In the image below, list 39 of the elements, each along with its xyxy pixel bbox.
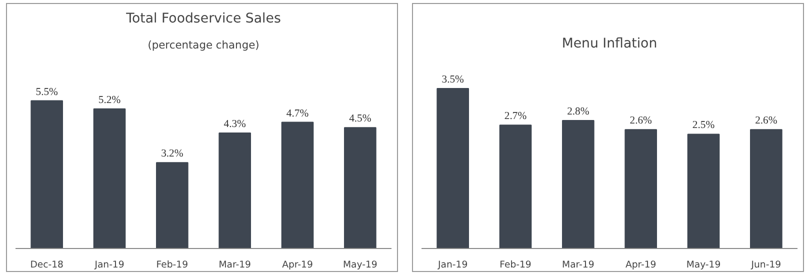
bar: [281, 122, 314, 248]
x-tick-label: Dec-18: [30, 260, 64, 270]
data-label: 2.8%: [567, 106, 590, 118]
bar: [436, 88, 469, 248]
bar: [687, 134, 720, 248]
data-label: 4.5%: [349, 114, 372, 125]
data-label: 4.7%: [286, 108, 309, 120]
bar: [750, 129, 782, 248]
x-tick-label: Feb-19: [500, 260, 532, 270]
data-label: 2.5%: [692, 120, 715, 132]
x-tick-label: Mar-19: [562, 260, 594, 270]
x-tick-label: Apr-19: [625, 260, 656, 270]
bar: [93, 108, 126, 248]
data-label: 3.2%: [161, 148, 184, 160]
x-tick-label: Apr-19: [282, 260, 313, 270]
bar: [344, 127, 376, 248]
bar: [499, 124, 532, 248]
x-tick-label: Jan-19: [437, 260, 468, 270]
data-label: 2.6%: [630, 116, 652, 127]
bar: [624, 129, 657, 248]
chart-title: Menu Inflation: [562, 36, 658, 52]
x-tick-label: Jan-19: [94, 260, 124, 270]
bar: [30, 100, 63, 248]
data-label: 5.2%: [98, 94, 121, 106]
data-label: 3.5%: [442, 74, 464, 86]
bar: [156, 162, 188, 248]
x-tick-label: Feb-19: [156, 260, 188, 270]
data-label: 2.6%: [755, 116, 778, 127]
x-tick-label: May-19: [342, 260, 378, 270]
x-tick-label: May-19: [686, 260, 721, 270]
data-label: 5.5%: [36, 86, 58, 98]
chart-title: Total Foodservice Sales: [125, 12, 281, 26]
data-label: 4.3%: [224, 119, 246, 130]
x-tick-label: Mar-19: [218, 260, 252, 270]
data-label: 2.7%: [504, 111, 527, 122]
chart-subtitle: (percentage change): [148, 38, 260, 52]
bar: [218, 132, 251, 248]
bar: [562, 120, 594, 248]
x-tick-label: Jun-19: [750, 260, 782, 270]
